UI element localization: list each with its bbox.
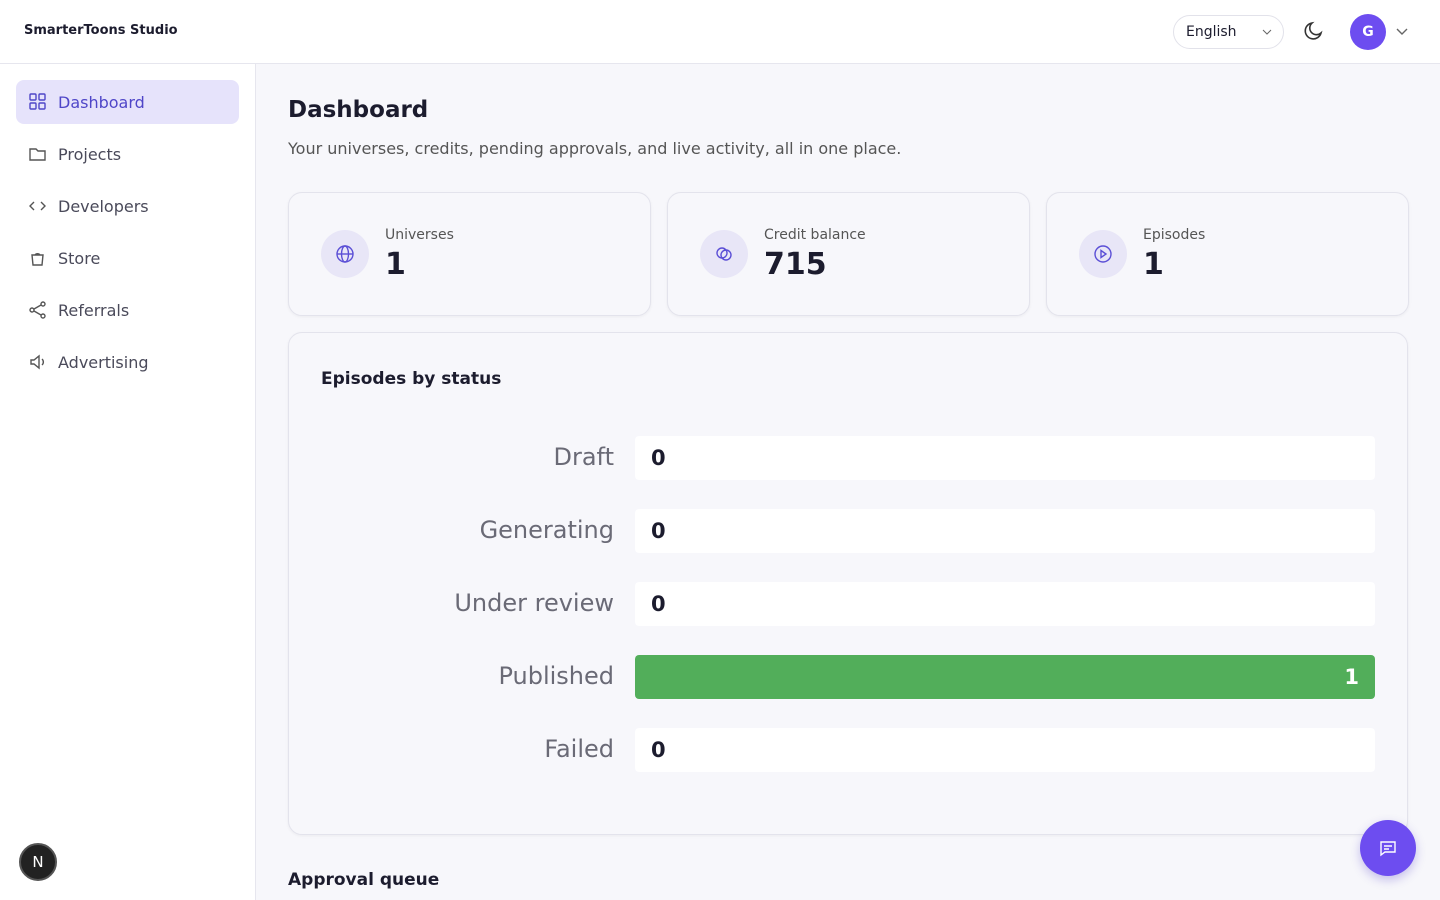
category-label: Under review [454, 589, 614, 617]
page-title: Dashboard [288, 97, 429, 123]
avatar[interactable]: G [1350, 14, 1386, 50]
bar [635, 655, 1375, 699]
icon [716, 247, 732, 261]
stat-label: Episodes [1143, 227, 1206, 243]
nav-label: Referrals [58, 300, 130, 320]
stat-label: Credit balance [764, 227, 866, 243]
nav-label: Developers [58, 196, 149, 216]
header: SmarterToons Studio English G [0, 0, 1440, 64]
category-label: Draft [554, 443, 615, 471]
stat-icon [321, 230, 369, 278]
nav-icon [29, 93, 46, 110]
chart: Episodes by status Draft 0 Generating 0 Unde… [321, 369, 1375, 772]
language-select[interactable]: English [1173, 15, 1284, 49]
nav-label: Store [58, 248, 101, 268]
stat-card: Universes 1 [288, 192, 651, 316]
icon [1094, 245, 1112, 263]
page-subtitle: Your universes, credits, pending approva… [288, 139, 902, 158]
value-label: 1 [1344, 665, 1359, 689]
chart-card: Episodes by status Draft 0 Generating 0 Unde… [288, 332, 1408, 835]
bar-track [635, 436, 1375, 480]
chevron [1262, 29, 1272, 35]
value-label: 0 [651, 738, 666, 762]
stat-value: 1 [385, 247, 406, 282]
bar-track [635, 582, 1375, 626]
brand[interactable]: SmarterToons Studio [24, 23, 178, 38]
nav-icon [31, 253, 44, 266]
stat-card: Credit balance 715 [667, 192, 1030, 316]
stat-label: Universes [385, 227, 454, 243]
nav-icon [29, 201, 46, 211]
chat-button[interactable] [1360, 820, 1416, 876]
nav-item[interactable]: Store [16, 236, 239, 280]
stat-value: 1 [1143, 247, 1164, 282]
icon [336, 245, 354, 263]
nav-label: Advertising [58, 352, 149, 372]
value-label: 0 [651, 592, 666, 616]
nav-item[interactable]: Projects [16, 132, 239, 176]
stat-value: 715 [764, 247, 827, 282]
section-title: Approval queue [288, 870, 440, 890]
category-label: Generating [480, 516, 614, 544]
nav-item[interactable]: Referrals [16, 288, 239, 332]
nav-item[interactable]: Advertising [16, 340, 239, 384]
value-label: 0 [651, 446, 666, 470]
value-label: 0 [651, 519, 666, 543]
avatar-chevron[interactable] [1396, 27, 1408, 37]
bar-track [635, 509, 1375, 553]
bar-track [635, 728, 1375, 772]
stat-icon [1079, 230, 1127, 278]
nav-item[interactable]: Developers [16, 184, 239, 228]
chat-icon [1380, 841, 1396, 857]
category-label: Failed [544, 735, 614, 763]
chart-title: Episodes by status [321, 369, 501, 389]
category-label: Published [498, 662, 614, 690]
stat-icon [700, 230, 748, 278]
nav-icon [29, 301, 46, 319]
nav-label: Projects [58, 144, 122, 164]
nav-icon [29, 148, 46, 161]
sidebar: Dashboard Projects Developers Store Referral… [0, 64, 256, 900]
stat-card: Episodes 1 [1046, 192, 1409, 316]
badge[interactable]: N [19, 843, 57, 881]
language-label: English [1186, 24, 1237, 40]
theme-toggle[interactable] [1303, 20, 1325, 42]
nav-icon [30, 354, 44, 370]
nav-label: Dashboard [58, 92, 145, 112]
nav-item[interactable]: Dashboard [16, 80, 239, 124]
